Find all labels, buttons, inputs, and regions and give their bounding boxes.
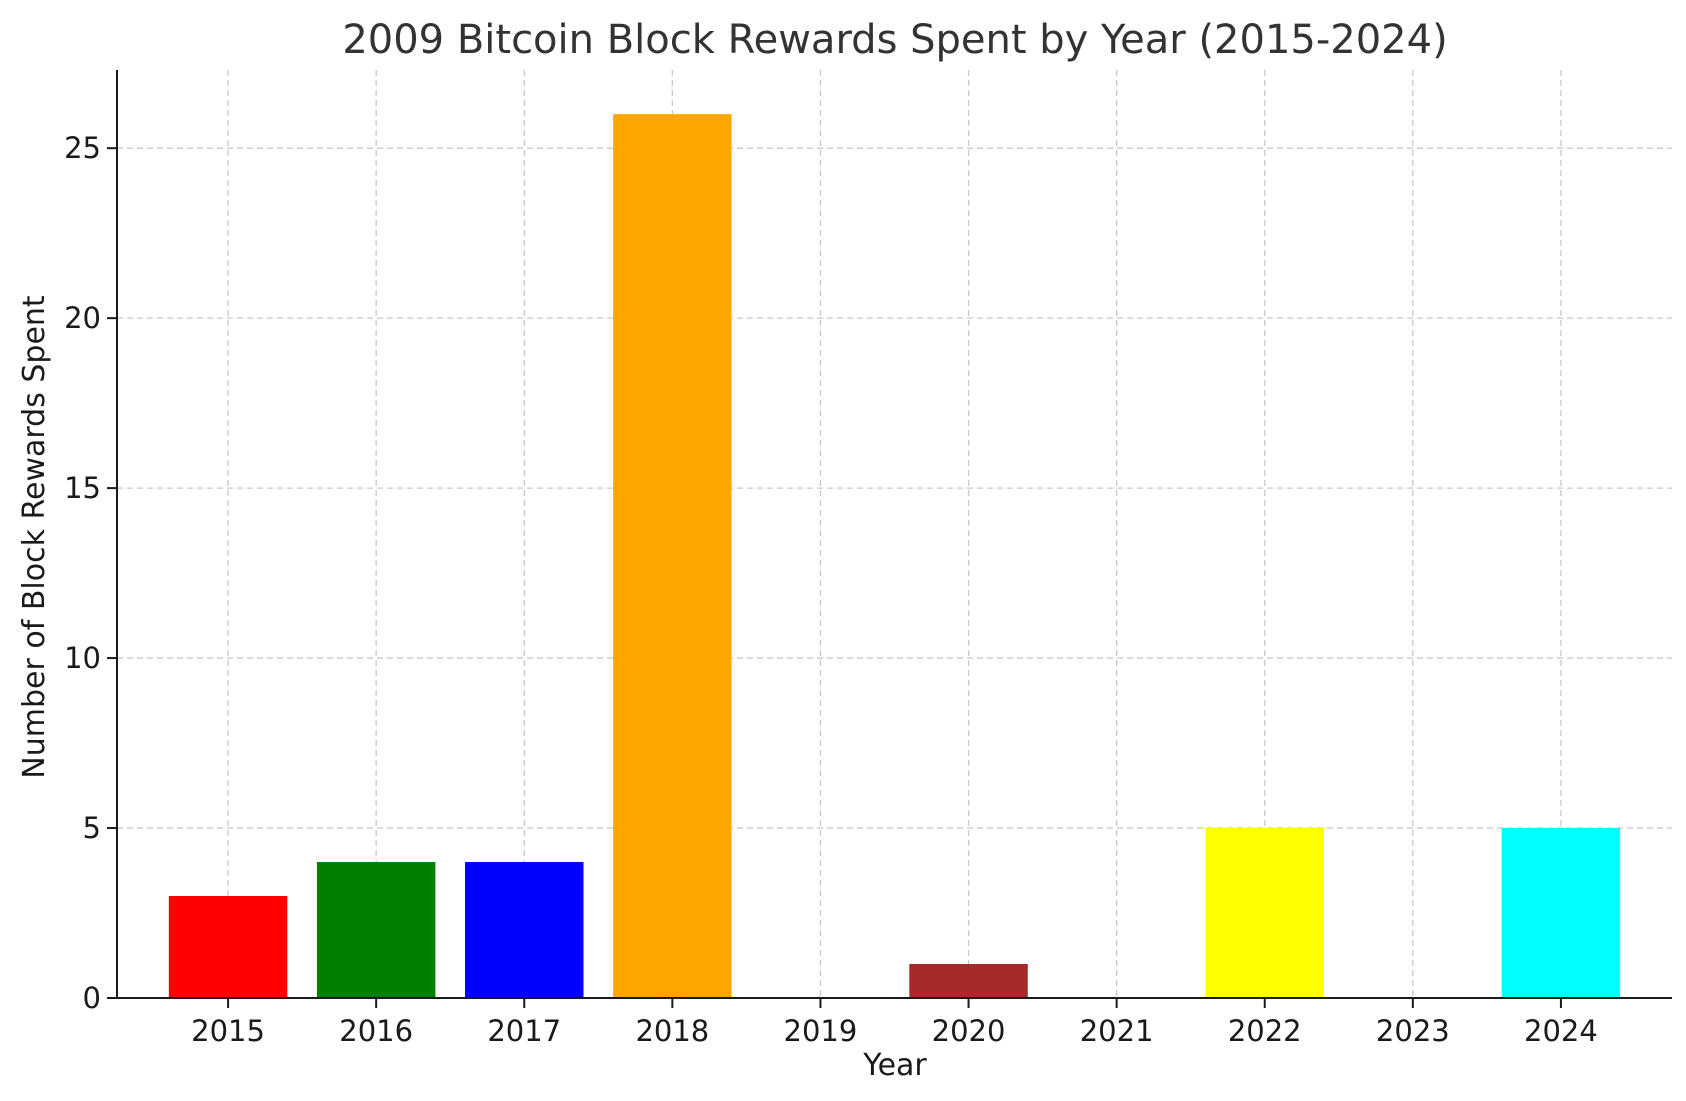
x-tick-label: 2017 — [487, 1014, 561, 1048]
bar-2018 — [613, 114, 732, 998]
x-tick-label: 2015 — [191, 1014, 265, 1048]
bar-2024 — [1501, 828, 1621, 998]
x-tick-label: 2018 — [635, 1014, 709, 1048]
x-tick-label: 2022 — [1228, 1014, 1302, 1048]
y-tick-label: 25 — [64, 131, 101, 165]
bar-2022 — [1205, 828, 1324, 998]
x-tick-label: 2020 — [932, 1014, 1006, 1048]
x-tick-label: 2021 — [1080, 1014, 1154, 1048]
ticks: 0 5 10 15 20 25 2015 2016 2017 2018 2019 2020 2021 20… — [64, 131, 1598, 1048]
bar-2016 — [316, 862, 436, 998]
bar-2017 — [465, 862, 584, 998]
bar-2015 — [168, 896, 288, 998]
y-tick-label: 20 — [64, 301, 101, 335]
x-tick-label: 2023 — [1376, 1014, 1450, 1048]
y-tick-label: 5 — [83, 811, 101, 845]
grid-lines — [117, 70, 1672, 999]
x-axis-title: Year — [862, 1048, 927, 1083]
chart-title: 2009 Bitcoin Block Rewards Spent by Year… — [342, 17, 1447, 63]
y-tick-label: 0 — [83, 981, 101, 1015]
bar-2020 — [909, 964, 1028, 998]
y-tick-label: 10 — [64, 641, 101, 675]
y-axis-title: Number of Block Rewards Spent — [17, 295, 52, 779]
x-tick-label: 2016 — [339, 1014, 413, 1048]
y-tick-label: 15 — [64, 471, 101, 505]
x-tick-label: 2024 — [1524, 1014, 1598, 1048]
bars — [168, 114, 1621, 998]
axes — [116, 70, 1672, 999]
x-tick-label: 2019 — [784, 1014, 858, 1048]
